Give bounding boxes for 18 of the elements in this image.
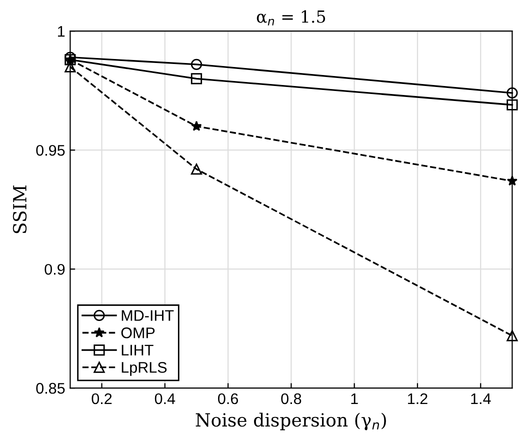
y-axis-title: SSIM: [12, 185, 27, 234]
x-tick-label: 0.4: [154, 393, 176, 404]
x-tick-label: 1.2: [408, 393, 428, 404]
x-tick-label: 0.6: [218, 393, 238, 404]
legend-label: LpRLS: [122, 362, 167, 376]
y-tick-label: 0.9: [44, 264, 65, 275]
x-tick-label: 0.2: [92, 393, 112, 404]
y-tick-label: 0.95: [36, 144, 65, 156]
y-tick-label: 1: [58, 26, 65, 37]
legend-label: OMP: [121, 327, 155, 338]
y-tick-label: 0.85: [36, 382, 65, 394]
chart-title: α$_{n}$ = 1.5: [256, 10, 326, 26]
x-tick-label: 0.8: [281, 393, 302, 404]
x-axis-title: Noise dispersion (γ$_{n}$): [196, 412, 386, 430]
legend-label: LIHT: [122, 344, 154, 356]
legend-label: MD-IHT: [122, 310, 174, 321]
x-tick-label: 1.4: [471, 393, 491, 404]
x-tick-label: 1: [351, 393, 358, 404]
